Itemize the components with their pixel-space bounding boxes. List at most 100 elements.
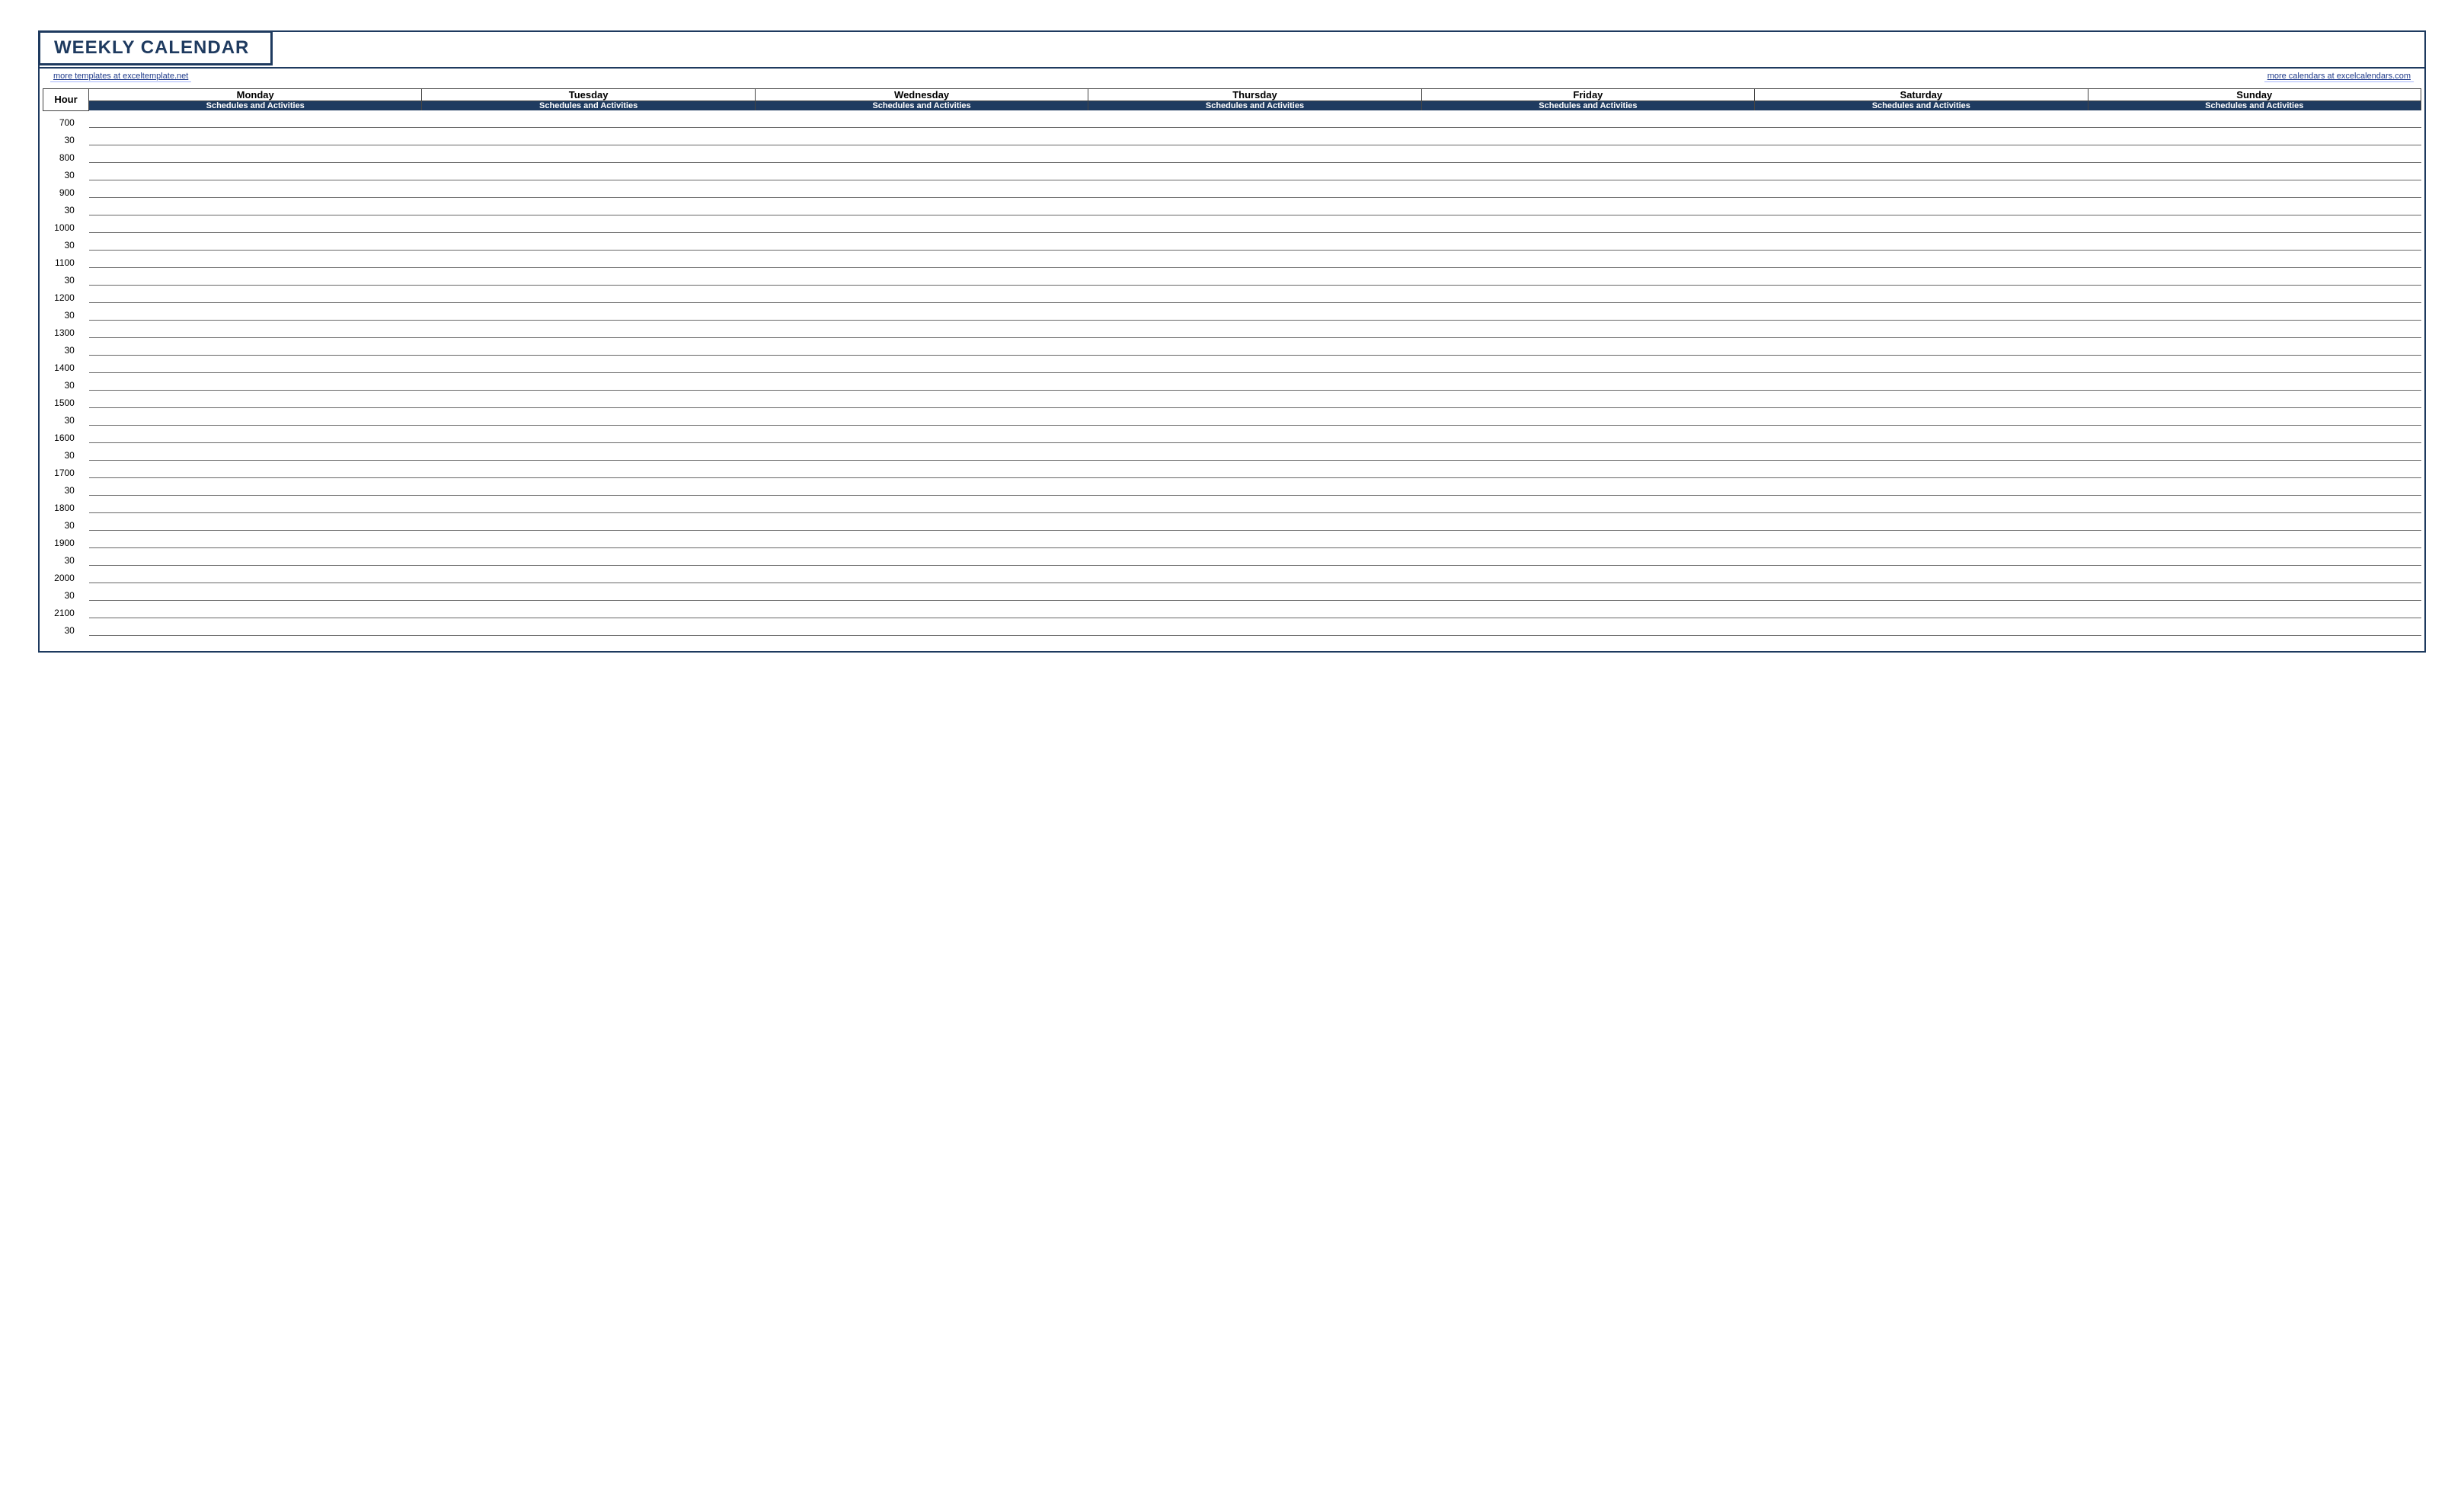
schedule-slot[interactable] bbox=[1088, 128, 1421, 145]
schedule-slot[interactable] bbox=[755, 163, 1088, 180]
schedule-slot[interactable] bbox=[1421, 180, 1754, 198]
schedule-slot[interactable] bbox=[89, 426, 422, 443]
schedule-slot[interactable] bbox=[1421, 391, 1754, 408]
schedule-slot[interactable] bbox=[422, 356, 755, 373]
schedule-slot[interactable] bbox=[1421, 233, 1754, 251]
schedule-slot[interactable] bbox=[2088, 531, 2421, 548]
schedule-slot[interactable] bbox=[2088, 198, 2421, 215]
schedule-slot[interactable] bbox=[1755, 496, 2088, 513]
schedule-slot[interactable] bbox=[1088, 426, 1421, 443]
schedule-slot[interactable] bbox=[2088, 321, 2421, 338]
schedule-slot[interactable] bbox=[422, 145, 755, 163]
schedule-slot[interactable] bbox=[1088, 618, 1421, 636]
schedule-slot[interactable] bbox=[2088, 443, 2421, 461]
schedule-slot[interactable] bbox=[1421, 566, 1754, 583]
schedule-slot[interactable] bbox=[422, 233, 755, 251]
schedule-slot[interactable] bbox=[2088, 145, 2421, 163]
schedule-slot[interactable] bbox=[1755, 583, 2088, 601]
schedule-slot[interactable] bbox=[2088, 373, 2421, 391]
schedule-slot[interactable] bbox=[89, 443, 422, 461]
schedule-slot[interactable] bbox=[89, 198, 422, 215]
schedule-slot[interactable] bbox=[755, 461, 1088, 478]
schedule-slot[interactable] bbox=[89, 601, 422, 618]
schedule-slot[interactable] bbox=[1421, 286, 1754, 303]
schedule-slot[interactable] bbox=[422, 286, 755, 303]
schedule-slot[interactable] bbox=[1755, 478, 2088, 496]
schedule-slot[interactable] bbox=[422, 461, 755, 478]
schedule-slot[interactable] bbox=[89, 303, 422, 321]
schedule-slot[interactable] bbox=[89, 145, 422, 163]
schedule-slot[interactable] bbox=[1088, 268, 1421, 286]
schedule-slot[interactable] bbox=[755, 268, 1088, 286]
schedule-slot[interactable] bbox=[89, 391, 422, 408]
schedule-slot[interactable] bbox=[1755, 145, 2088, 163]
schedule-slot[interactable] bbox=[1755, 286, 2088, 303]
schedule-slot[interactable] bbox=[1755, 373, 2088, 391]
schedule-slot[interactable] bbox=[1755, 391, 2088, 408]
schedule-slot[interactable] bbox=[2088, 391, 2421, 408]
schedule-slot[interactable] bbox=[2088, 426, 2421, 443]
schedule-slot[interactable] bbox=[1755, 618, 2088, 636]
schedule-slot[interactable] bbox=[755, 601, 1088, 618]
templates-link[interactable]: more templates at exceltemplate.net bbox=[50, 72, 191, 82]
schedule-slot[interactable] bbox=[1421, 478, 1754, 496]
schedule-slot[interactable] bbox=[1421, 268, 1754, 286]
schedule-slot[interactable] bbox=[89, 408, 422, 426]
schedule-slot[interactable] bbox=[1421, 496, 1754, 513]
schedule-slot[interactable] bbox=[1755, 180, 2088, 198]
schedule-slot[interactable] bbox=[89, 128, 422, 145]
schedule-slot[interactable] bbox=[1421, 408, 1754, 426]
schedule-slot[interactable] bbox=[89, 496, 422, 513]
schedule-slot[interactable] bbox=[1088, 180, 1421, 198]
schedule-slot[interactable] bbox=[1088, 478, 1421, 496]
schedule-slot[interactable] bbox=[1755, 251, 2088, 268]
schedule-slot[interactable] bbox=[1755, 233, 2088, 251]
schedule-slot[interactable] bbox=[422, 198, 755, 215]
schedule-slot[interactable] bbox=[1088, 303, 1421, 321]
schedule-slot[interactable] bbox=[89, 513, 422, 531]
schedule-slot[interactable] bbox=[89, 566, 422, 583]
schedule-slot[interactable] bbox=[1421, 251, 1754, 268]
schedule-slot[interactable] bbox=[1088, 443, 1421, 461]
schedule-slot[interactable] bbox=[1755, 163, 2088, 180]
schedule-slot[interactable] bbox=[1755, 110, 2088, 128]
schedule-slot[interactable] bbox=[1421, 356, 1754, 373]
schedule-slot[interactable] bbox=[2088, 461, 2421, 478]
schedule-slot[interactable] bbox=[755, 303, 1088, 321]
schedule-slot[interactable] bbox=[89, 180, 422, 198]
schedule-slot[interactable] bbox=[1421, 531, 1754, 548]
schedule-slot[interactable] bbox=[1755, 128, 2088, 145]
schedule-slot[interactable] bbox=[89, 251, 422, 268]
schedule-slot[interactable] bbox=[89, 268, 422, 286]
schedule-slot[interactable] bbox=[89, 338, 422, 356]
schedule-slot[interactable] bbox=[2088, 233, 2421, 251]
schedule-slot[interactable] bbox=[422, 215, 755, 233]
schedule-slot[interactable] bbox=[422, 531, 755, 548]
schedule-slot[interactable] bbox=[2088, 496, 2421, 513]
schedule-slot[interactable] bbox=[1088, 583, 1421, 601]
schedule-slot[interactable] bbox=[1088, 356, 1421, 373]
schedule-slot[interactable] bbox=[1088, 198, 1421, 215]
schedule-slot[interactable] bbox=[2088, 618, 2421, 636]
schedule-slot[interactable] bbox=[2088, 408, 2421, 426]
schedule-slot[interactable] bbox=[1088, 531, 1421, 548]
schedule-slot[interactable] bbox=[1421, 338, 1754, 356]
schedule-slot[interactable] bbox=[1088, 251, 1421, 268]
schedule-slot[interactable] bbox=[1088, 321, 1421, 338]
schedule-slot[interactable] bbox=[2088, 338, 2421, 356]
schedule-slot[interactable] bbox=[422, 426, 755, 443]
schedule-slot[interactable] bbox=[422, 566, 755, 583]
schedule-slot[interactable] bbox=[755, 618, 1088, 636]
schedule-slot[interactable] bbox=[755, 513, 1088, 531]
schedule-slot[interactable] bbox=[89, 478, 422, 496]
schedule-slot[interactable] bbox=[755, 145, 1088, 163]
schedule-slot[interactable] bbox=[1088, 286, 1421, 303]
schedule-slot[interactable] bbox=[2088, 356, 2421, 373]
schedule-slot[interactable] bbox=[1755, 601, 2088, 618]
schedule-slot[interactable] bbox=[422, 163, 755, 180]
schedule-slot[interactable] bbox=[422, 303, 755, 321]
schedule-slot[interactable] bbox=[422, 391, 755, 408]
schedule-slot[interactable] bbox=[755, 391, 1088, 408]
schedule-slot[interactable] bbox=[1088, 215, 1421, 233]
schedule-slot[interactable] bbox=[755, 356, 1088, 373]
